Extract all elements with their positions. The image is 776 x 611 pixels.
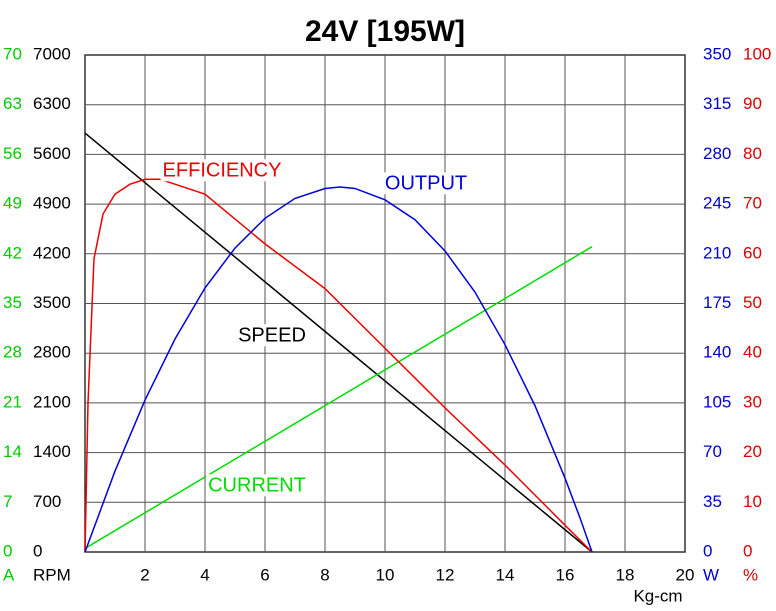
x-tick-label: 8 [320, 565, 329, 584]
x-tick-label: 16 [556, 565, 575, 584]
y-tick-label: 35 [703, 492, 722, 511]
y-tick-label: 90 [743, 94, 762, 113]
y-tick-label: 4900 [33, 194, 71, 213]
y-tick-label: 700 [33, 492, 61, 511]
y-tick-label: 70 [3, 44, 22, 63]
y-tick-label: 60 [743, 243, 762, 262]
y-tick-label: 20 [743, 442, 762, 461]
x-tick-label: 12 [436, 565, 455, 584]
x-axis-label: Kg-cm [633, 586, 682, 605]
x-tick-label: 2 [140, 565, 149, 584]
y-tick-label: 80 [743, 144, 762, 163]
x-tick-label: 6 [260, 565, 269, 584]
label-background [236, 324, 308, 347]
label-background [206, 474, 308, 497]
y-tick-label: 2800 [33, 343, 71, 362]
y-tick-label: 70 [703, 442, 722, 461]
axis-unit-label: A [3, 565, 15, 584]
y-tick-label: 40 [743, 343, 762, 362]
y-tick-label: 100 [743, 44, 771, 63]
y-tick-label: 245 [703, 194, 731, 213]
y-tick-label: 0 [743, 541, 752, 560]
y-tick-label: 63 [3, 94, 22, 113]
y-tick-label: 105 [703, 392, 731, 411]
axis-unit-label: % [743, 565, 758, 584]
x-tick-label: 14 [496, 565, 515, 584]
label-background [160, 159, 284, 182]
axis-unit-label: RPM [33, 565, 71, 584]
y-tick-label: 1400 [33, 442, 71, 461]
y-tick-label: 7000 [33, 44, 71, 63]
y-tick-label: 50 [743, 293, 762, 312]
y-tick-label: 7 [3, 492, 12, 511]
x-tick-label: 10 [376, 565, 395, 584]
series-line [84, 178, 593, 553]
chart-title: 24V [195W] [305, 15, 465, 48]
y-tick-label: 14 [3, 442, 22, 461]
y-tick-label: 10 [743, 492, 762, 511]
y-tick-label: 3500 [33, 293, 71, 312]
y-tick-label: 0 [33, 541, 42, 560]
y-tick-label: 2100 [33, 392, 71, 411]
y-tick-label: 49 [3, 194, 22, 213]
y-tick-label: 280 [703, 144, 731, 163]
axis-unit-label: W [703, 565, 719, 584]
y-tick-label: 350 [703, 44, 731, 63]
x-tick-label: 4 [200, 565, 209, 584]
y-tick-label: 35 [3, 293, 22, 312]
y-tick-label: 30 [743, 392, 762, 411]
y-tick-label: 4200 [33, 243, 71, 262]
series-label: SPEED [238, 324, 306, 346]
x-tick-label: 20 [676, 565, 695, 584]
y-tick-label: 42 [3, 243, 22, 262]
label-background [382, 172, 470, 195]
y-tick-label: 175 [703, 293, 731, 312]
y-tick-label: 6300 [33, 94, 71, 113]
series-line [84, 186, 593, 553]
y-tick-label: 70 [743, 194, 762, 213]
y-tick-label: 21 [3, 392, 22, 411]
series-line [84, 246, 593, 550]
series-label: OUTPUT [385, 172, 467, 194]
y-tick-label: 0 [703, 541, 712, 560]
y-tick-label: 5600 [33, 144, 71, 163]
series-label: EFFICIENCY [163, 159, 282, 181]
y-tick-label: 28 [3, 343, 22, 362]
y-tick-label: 140 [703, 343, 731, 362]
series-label: CURRENT [208, 474, 306, 496]
y-tick-label: 315 [703, 94, 731, 113]
y-tick-label: 56 [3, 144, 22, 163]
x-tick-label: 18 [616, 565, 635, 584]
y-tick-label: 0 [3, 541, 12, 560]
y-tick-label: 210 [703, 243, 731, 262]
series-line [84, 132, 593, 553]
